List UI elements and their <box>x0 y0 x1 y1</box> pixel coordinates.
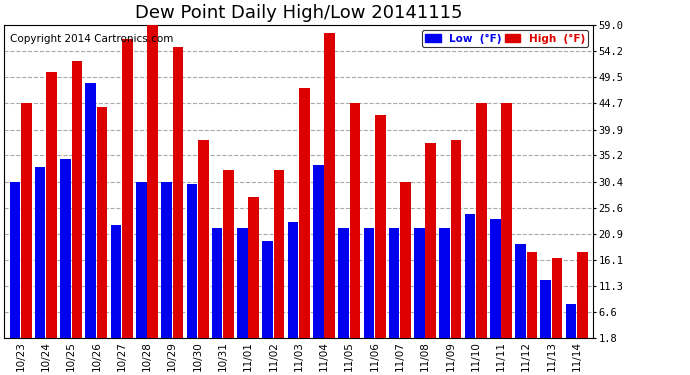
Bar <box>338 228 349 348</box>
Bar <box>10 182 20 348</box>
Bar <box>72 61 82 348</box>
Bar <box>21 104 32 348</box>
Bar <box>388 228 400 348</box>
Bar <box>313 165 324 348</box>
Bar <box>97 107 108 348</box>
Bar <box>262 241 273 348</box>
Bar <box>186 184 197 348</box>
Bar <box>350 104 360 348</box>
Bar <box>540 279 551 348</box>
Bar <box>440 228 450 348</box>
Bar <box>212 228 222 348</box>
Bar <box>161 182 172 348</box>
Bar <box>35 167 46 348</box>
Bar <box>490 219 500 348</box>
Bar <box>526 252 538 348</box>
Bar <box>86 82 96 348</box>
Bar <box>451 140 462 348</box>
Bar <box>172 47 184 348</box>
Legend: Low  (°F), High  (°F): Low (°F), High (°F) <box>422 30 588 46</box>
Bar <box>464 214 475 348</box>
Bar <box>364 228 374 348</box>
Bar <box>248 198 259 348</box>
Bar <box>288 222 298 348</box>
Title: Dew Point Daily High/Low 20141115: Dew Point Daily High/Low 20141115 <box>135 4 462 22</box>
Bar <box>60 159 71 348</box>
Bar <box>122 39 132 348</box>
Bar <box>223 170 234 348</box>
Bar <box>299 88 310 348</box>
Bar <box>552 258 562 348</box>
Bar <box>324 33 335 348</box>
Bar <box>566 304 576 348</box>
Bar <box>577 252 588 348</box>
Bar <box>515 244 526 348</box>
Bar <box>148 25 158 348</box>
Bar <box>400 182 411 348</box>
Bar <box>502 104 512 348</box>
Bar <box>198 140 208 348</box>
Bar <box>375 116 386 348</box>
Bar <box>426 143 436 348</box>
Text: Copyright 2014 Cartronics.com: Copyright 2014 Cartronics.com <box>10 34 173 45</box>
Bar <box>110 225 121 348</box>
Bar <box>237 228 248 348</box>
Bar <box>414 228 424 348</box>
Bar <box>136 182 146 348</box>
Bar <box>274 170 284 348</box>
Bar <box>476 104 486 348</box>
Bar <box>46 72 57 348</box>
